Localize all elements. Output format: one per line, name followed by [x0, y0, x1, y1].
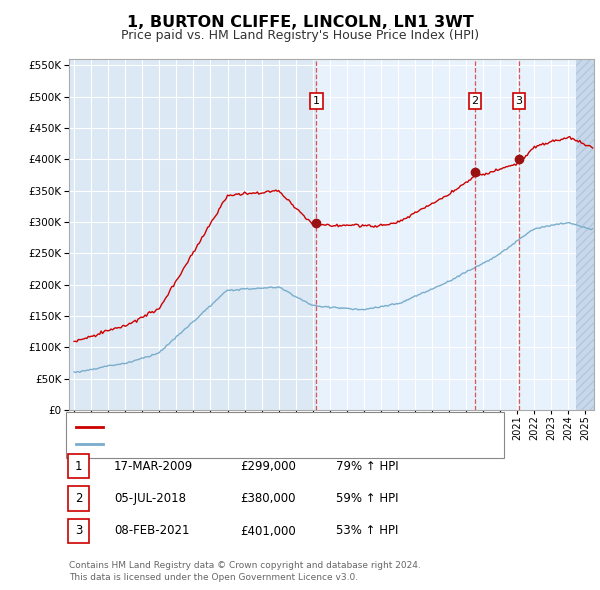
Text: 2: 2 — [75, 492, 82, 505]
Text: 1, BURTON CLIFFE, LINCOLN, LN1 3WT (detached house): 1, BURTON CLIFFE, LINCOLN, LN1 3WT (deta… — [109, 422, 425, 432]
Text: £299,000: £299,000 — [240, 460, 296, 473]
Text: 1, BURTON CLIFFE, LINCOLN, LN1 3WT: 1, BURTON CLIFFE, LINCOLN, LN1 3WT — [127, 15, 473, 30]
Bar — [575, 59, 594, 410]
Text: 2: 2 — [471, 96, 478, 106]
Text: 08-FEB-2021: 08-FEB-2021 — [114, 525, 190, 537]
Text: £380,000: £380,000 — [240, 492, 296, 505]
Text: 59% ↑ HPI: 59% ↑ HPI — [336, 492, 398, 505]
Text: This data is licensed under the Open Government Licence v3.0.: This data is licensed under the Open Gov… — [69, 573, 358, 582]
Bar — [316, 59, 594, 410]
Text: 1: 1 — [75, 460, 82, 473]
Text: HPI: Average price, detached house, Lincoln: HPI: Average price, detached house, Linc… — [109, 439, 355, 449]
Text: 53% ↑ HPI: 53% ↑ HPI — [336, 525, 398, 537]
Text: Price paid vs. HM Land Registry's House Price Index (HPI): Price paid vs. HM Land Registry's House … — [121, 30, 479, 42]
Text: 17-MAR-2009: 17-MAR-2009 — [114, 460, 193, 473]
Text: 1: 1 — [313, 96, 320, 106]
Text: £401,000: £401,000 — [240, 525, 296, 537]
Text: 3: 3 — [75, 525, 82, 537]
Text: 3: 3 — [515, 96, 523, 106]
Text: 05-JUL-2018: 05-JUL-2018 — [114, 492, 186, 505]
Text: 79% ↑ HPI: 79% ↑ HPI — [336, 460, 398, 473]
Text: Contains HM Land Registry data © Crown copyright and database right 2024.: Contains HM Land Registry data © Crown c… — [69, 560, 421, 569]
